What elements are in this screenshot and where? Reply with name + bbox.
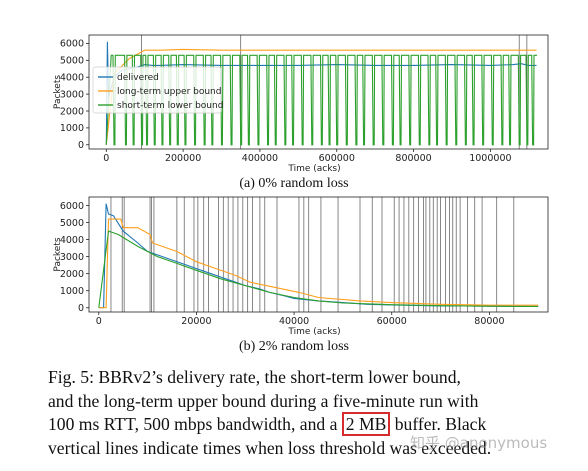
y-tick-label: 3000 <box>60 89 84 100</box>
caption-line-3: 100 ms RTT, 500 mbps bandwidth, and a 2 … <box>48 412 553 437</box>
x-tick-label: 1000000 <box>469 153 511 164</box>
y-tick-label: 5000 <box>60 56 84 67</box>
plot-frame <box>88 34 549 150</box>
y-tick-label: 4000 <box>60 73 84 84</box>
x-axis-label: Time (acks) <box>287 164 340 174</box>
y-tick-label: 0 <box>78 303 84 314</box>
caption-line-1: Fig. 5: BBRv2’s delivery rate, the short… <box>48 367 461 387</box>
subfigure-caption: (b) 2% random loss <box>239 339 349 354</box>
y-tick-label: 0 <box>78 140 84 151</box>
y-axis-label: Packets <box>53 75 63 109</box>
figure-caption: Fig. 5: BBRv2’s delivery rate, the short… <box>48 366 553 460</box>
series-short-term-lower-bound <box>98 230 539 308</box>
x-tick-label: 20000 <box>181 316 211 327</box>
x-axis-label: Time (acks) <box>287 327 340 337</box>
figure: 0 200000 400000 600000 800000 100000001000200… <box>53 34 549 354</box>
series-delivered <box>98 203 539 309</box>
y-tick-label: 6000 <box>60 39 84 50</box>
x-tick-label: 200000 <box>165 153 201 164</box>
y-tick-label: 1000 <box>60 286 84 297</box>
watermark: 知乎 @anonymous <box>410 434 548 452</box>
series-long-term-upper-bound <box>98 218 539 309</box>
legend: delivered long-term upper bound short-term… <box>92 66 223 114</box>
legend-entry: delivered <box>117 73 159 83</box>
y-tick-label: 3000 <box>60 252 84 263</box>
plot-area <box>98 197 539 312</box>
legend-entry: short-term lower bound <box>117 101 223 111</box>
y-tick-label: 2000 <box>60 106 84 117</box>
x-tick-label: 400000 <box>242 153 278 164</box>
x-tick-label: 0 <box>103 153 109 164</box>
y-axis-label: Packets <box>53 237 63 271</box>
caption-line-2: and the long-term upper bound during a f… <box>48 390 479 411</box>
caption-line-4: vertical lines indicate times when loss … <box>48 437 492 458</box>
x-tick-label: 60000 <box>377 316 407 327</box>
chart-b: 0 20000 40000 60000 80000 0 1000 2000 3000 4000 50… <box>53 196 549 354</box>
y-tick-label: 2000 <box>60 269 84 280</box>
series-long-term-upper-bound <box>105 48 537 145</box>
x-tick-label: 40000 <box>279 316 309 327</box>
caption-line-3-after: buffer. Black <box>390 414 487 434</box>
x-tick-label: 600000 <box>319 153 355 164</box>
caption-line-3-before: 100 ms RTT, 500 mbps bandwidth, and a <box>48 414 342 434</box>
series-short-term-lower-bound <box>105 54 537 146</box>
x-tick-label: 0 <box>96 316 102 327</box>
buffer-size-highlight: 2 MB <box>341 412 391 436</box>
legend-box <box>92 66 222 114</box>
plot-frame <box>88 196 549 313</box>
chart-a: 0 200000 400000 600000 800000 1000000 0 1000 200… <box>53 34 549 191</box>
y-tick-label: 4000 <box>60 235 84 246</box>
subfigure-caption: (a) 0% random loss <box>239 176 348 191</box>
legend-entry: long-term upper bound <box>117 87 221 97</box>
y-tick-label: 5000 <box>60 218 84 229</box>
y-tick-label: 1000 <box>60 123 84 134</box>
y-tick-label: 6000 <box>60 201 84 212</box>
x-tick-label: 800000 <box>395 153 431 164</box>
x-tick-label: 80000 <box>474 316 504 327</box>
